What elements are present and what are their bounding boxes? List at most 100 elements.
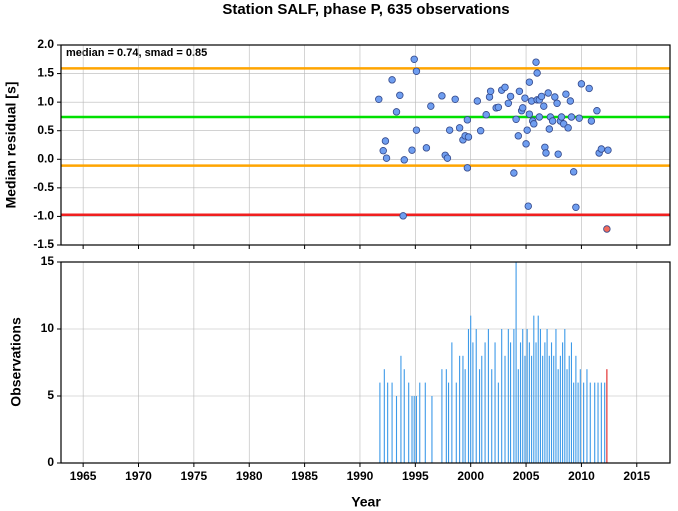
point (569, 168, 578, 176)
point (422, 144, 431, 152)
y-tick-label: 10 (41, 321, 55, 335)
y-tick-label: 1.5 (37, 66, 54, 80)
point (400, 156, 408, 164)
point (443, 154, 452, 162)
x-tick-label: 2010 (568, 469, 595, 483)
point (522, 140, 530, 148)
point (379, 147, 387, 155)
x-tick-label: 2005 (513, 469, 540, 483)
point (463, 164, 472, 172)
point (473, 97, 482, 105)
y-tick-label: 0 (47, 455, 54, 469)
point (392, 108, 401, 116)
point (375, 95, 383, 103)
point (540, 102, 548, 110)
point (504, 99, 513, 107)
point (551, 93, 559, 101)
x-tick-label: 1965 (70, 469, 97, 483)
point (572, 203, 580, 211)
y-axis-label: Observations (8, 317, 24, 407)
point (585, 84, 593, 93)
point (564, 124, 572, 132)
point (533, 69, 541, 77)
x-tick-label: 2000 (457, 469, 484, 483)
y-tick-label: 2.0 (37, 37, 54, 51)
point (427, 102, 435, 110)
chart-title: Station SALF, phase P, 635 observations (222, 1, 509, 18)
point (566, 97, 575, 105)
point (535, 113, 544, 121)
point (494, 103, 503, 111)
plot-frame (60, 44, 671, 246)
y-tick-label: 1.0 (37, 94, 54, 108)
point (486, 87, 495, 95)
x-tick-label: 1995 (402, 469, 429, 483)
point (554, 150, 562, 158)
point (593, 107, 601, 115)
x-tick-label: 1980 (236, 469, 263, 483)
point (523, 126, 531, 134)
point (438, 92, 446, 100)
point (399, 212, 407, 220)
point (408, 146, 416, 154)
point (567, 113, 576, 121)
point (463, 116, 472, 124)
point (544, 89, 552, 97)
point (412, 126, 421, 134)
point (445, 126, 454, 134)
point (464, 133, 473, 141)
point (501, 83, 509, 91)
point (482, 111, 490, 119)
y-tick-label: 0.0 (37, 151, 54, 165)
point (548, 117, 557, 125)
x-tick-label: 1970 (125, 469, 152, 483)
point (542, 149, 550, 157)
point (476, 127, 485, 135)
point (512, 115, 520, 123)
annotation: median = 0.74, smad = 0.85 (66, 47, 207, 59)
point (525, 110, 534, 118)
point (537, 92, 546, 101)
point (382, 154, 391, 162)
y-tick-label: -1.0 (33, 209, 54, 223)
point (515, 87, 524, 95)
x-tick-label: 2015 (623, 469, 650, 483)
x-tick-label: 1985 (291, 469, 318, 483)
x-tick-label: 1975 (181, 469, 208, 483)
y-tick-label: 0.5 (37, 123, 54, 137)
point (525, 78, 534, 86)
point (577, 80, 586, 88)
point (562, 90, 570, 98)
point (396, 91, 404, 99)
point (587, 117, 596, 125)
y-tick-label: 5 (47, 388, 54, 402)
point (451, 95, 459, 103)
y-tick-label: 15 (41, 254, 55, 268)
point (506, 92, 515, 101)
x-axis-label: Year (351, 494, 381, 510)
point (455, 124, 464, 132)
point (381, 137, 390, 145)
y-tick-label: -0.5 (33, 180, 54, 194)
point (530, 120, 538, 128)
point (597, 145, 606, 153)
point (510, 169, 518, 177)
point (521, 94, 529, 102)
plot-frame (60, 261, 671, 464)
point (412, 67, 421, 75)
y-axis-label: Median residual [s] (3, 82, 19, 209)
point (532, 58, 540, 66)
point (410, 55, 418, 63)
point (575, 114, 583, 122)
point (545, 125, 554, 133)
point (553, 99, 561, 107)
point (519, 104, 527, 112)
y-tick-label: -1.5 (33, 237, 54, 251)
point (514, 132, 523, 140)
point (557, 113, 566, 121)
point (524, 202, 532, 210)
point (604, 146, 612, 154)
point (388, 76, 396, 84)
x-tick-label: 1990 (347, 469, 374, 483)
